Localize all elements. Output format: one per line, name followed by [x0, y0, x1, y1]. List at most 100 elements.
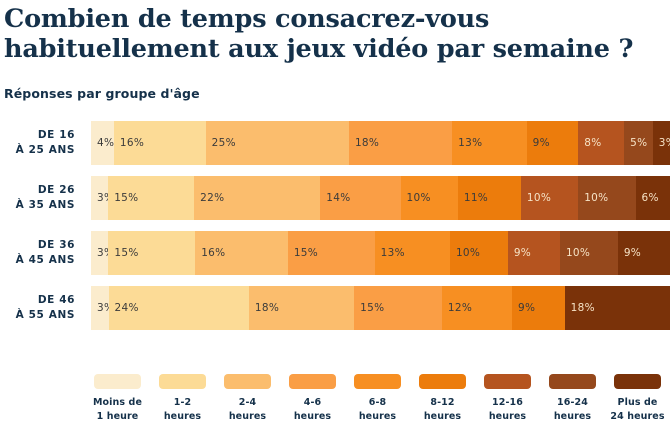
bar-segment[interactable]: 10%: [559, 231, 618, 275]
bar-segment-value: 15%: [114, 247, 139, 259]
legend-item[interactable]: 8-12 heures: [410, 374, 475, 424]
bar-segment-value: 10%: [406, 192, 431, 204]
bar-segment-value: 15%: [360, 302, 385, 314]
bar-segment-value: 14%: [326, 192, 351, 204]
bar-segment[interactable]: 3%: [91, 286, 109, 330]
legend-item[interactable]: 12-16 heures: [475, 374, 540, 424]
stacked-bar: 3% 24% 18% 15% 12% 9% 18%: [91, 286, 670, 330]
bar-segment[interactable]: 10%: [578, 176, 636, 220]
bar-segment[interactable]: 8%: [578, 121, 625, 165]
bar-segment-value: 15%: [293, 247, 319, 259]
bar-segment[interactable]: 13%: [452, 121, 527, 165]
page-title: Combien de temps consacrez-vous habituel…: [4, 4, 634, 64]
chart-row: DE 26 À 35 ANS 3% 15% 22% 14% 10% 11% 10% 10% 6%: [0, 176, 670, 220]
bar-segment[interactable]: 3%: [652, 121, 670, 165]
chart-row: DE 36 À 45 ANS 3% 15% 16% 15% 13% 10% 9% 10% 9%: [0, 231, 670, 275]
age-group-label: DE 46 À 55 ANS: [0, 286, 91, 330]
bar-segment[interactable]: 11%: [457, 176, 521, 220]
age-group-label-line: À 45 ANS: [15, 254, 75, 266]
bar-segment[interactable]: 15%: [108, 176, 195, 220]
bar-segment[interactable]: 9%: [617, 231, 670, 275]
bar-segment-value: 9%: [518, 302, 536, 314]
bar-segment[interactable]: 5%: [624, 121, 653, 165]
legend-label: 2-4 heures: [228, 397, 267, 422]
bar-segment-value: 6%: [641, 192, 659, 204]
legend-item[interactable]: 1-2 heures: [150, 374, 215, 424]
age-group-label: DE 26 À 35 ANS: [0, 176, 91, 220]
bar-segment-value: 10%: [526, 192, 552, 204]
bar-segment-value: 9%: [623, 247, 642, 259]
page-subtitle: Réponses par groupe d'âge: [4, 86, 200, 101]
bar-segment[interactable]: 15%: [354, 286, 442, 330]
age-group-label-line: DE 36: [37, 239, 75, 251]
bar-segment[interactable]: 10%: [449, 231, 508, 275]
bar-segment[interactable]: 3%: [91, 176, 109, 220]
legend-swatch: [224, 374, 271, 389]
legend-label: Moins de 1 heure: [92, 397, 142, 422]
legend-swatch: [614, 374, 661, 389]
legend-item[interactable]: 4-6 heures: [280, 374, 345, 424]
legend-swatch: [289, 374, 336, 389]
bar-segment[interactable]: 24%: [108, 286, 249, 330]
bar-segment[interactable]: 10%: [400, 176, 458, 220]
bar-segment[interactable]: 22%: [194, 176, 321, 220]
legend-label: 16-24 heures: [553, 397, 592, 422]
bar-segment[interactable]: 16%: [113, 121, 206, 165]
bar-segment[interactable]: 25%: [205, 121, 349, 165]
bar-segment[interactable]: 9%: [526, 121, 579, 165]
bar-segment-value: 18%: [354, 137, 380, 149]
legend-label: 6-8 heures: [358, 397, 397, 422]
chart-row: DE 16 À 25 ANS 4% 16% 25% 18% 13% 9% 8% 5% 3%: [0, 121, 670, 165]
legend-item[interactable]: 2-4 heures: [215, 374, 280, 424]
bar-segment-value: 11%: [463, 192, 489, 204]
bar-segment[interactable]: 6%: [635, 176, 670, 220]
legend-item[interactable]: Plus de 24 heures: [605, 374, 670, 424]
legend-item[interactable]: 6-8 heures: [345, 374, 410, 424]
bar-segment-value: 10%: [565, 247, 591, 259]
bar-segment-value: 15%: [114, 192, 139, 204]
legend-label: 1-2 heures: [163, 397, 202, 422]
bar-segment[interactable]: 10%: [520, 176, 579, 220]
bar-segment-value: 4%: [97, 137, 114, 149]
legend-item[interactable]: 16-24 heures: [540, 374, 605, 424]
stacked-bar: 3% 15% 16% 15% 13% 10% 9% 10% 9%: [91, 231, 670, 275]
legend-label: Plus de 24 heures: [610, 397, 665, 422]
legend-item[interactable]: Moins de 1 heure: [85, 374, 150, 424]
age-group-label-line: DE 26: [37, 184, 75, 196]
bar-segment[interactable]: 15%: [108, 231, 196, 275]
bar-segment-value: 25%: [211, 137, 236, 149]
bar-segment[interactable]: 13%: [374, 231, 450, 275]
bar-segment[interactable]: 3%: [91, 231, 109, 275]
bar-segment-value: 18%: [254, 302, 280, 314]
bar-segment[interactable]: 9%: [507, 231, 560, 275]
bar-segment-value: 3%: [97, 247, 108, 259]
bar-segment[interactable]: 18%: [248, 286, 355, 330]
bar-segment[interactable]: 4%: [91, 121, 114, 165]
age-group-label: DE 16 À 25 ANS: [0, 121, 91, 165]
bar-segment[interactable]: 14%: [320, 176, 401, 220]
bar-segment[interactable]: 16%: [195, 231, 288, 275]
legend-swatch: [159, 374, 206, 389]
bar-segment-value: 10%: [455, 247, 481, 259]
age-group-label-line: DE 46: [37, 294, 75, 306]
bar-segment-value: 12%: [447, 302, 473, 314]
bar-segment[interactable]: 9%: [512, 286, 565, 330]
bar-segment-value: 9%: [532, 137, 550, 149]
bar-segment-value: 13%: [458, 137, 483, 149]
bar-segment[interactable]: 12%: [441, 286, 513, 330]
stacked-bar: 4% 16% 25% 18% 13% 9% 8% 5% 3%: [91, 121, 670, 165]
bar-segment-value: 22%: [200, 192, 225, 204]
legend-swatch: [484, 374, 531, 389]
age-group-label-line: DE 16: [37, 129, 75, 141]
bar-segment-value: 3%: [97, 302, 109, 314]
bar-segment-value: 3%: [658, 137, 670, 149]
bar-segment[interactable]: 15%: [287, 231, 375, 275]
bar-segment-value: 18%: [570, 302, 595, 314]
bar-segment[interactable]: 18%: [348, 121, 453, 165]
legend-swatch: [354, 374, 401, 389]
bar-segment-value: 13%: [380, 247, 405, 259]
age-group-label-line: À 55 ANS: [15, 309, 75, 321]
bar-segment-value: 9%: [513, 247, 532, 259]
bar-segment[interactable]: 18%: [564, 286, 670, 330]
